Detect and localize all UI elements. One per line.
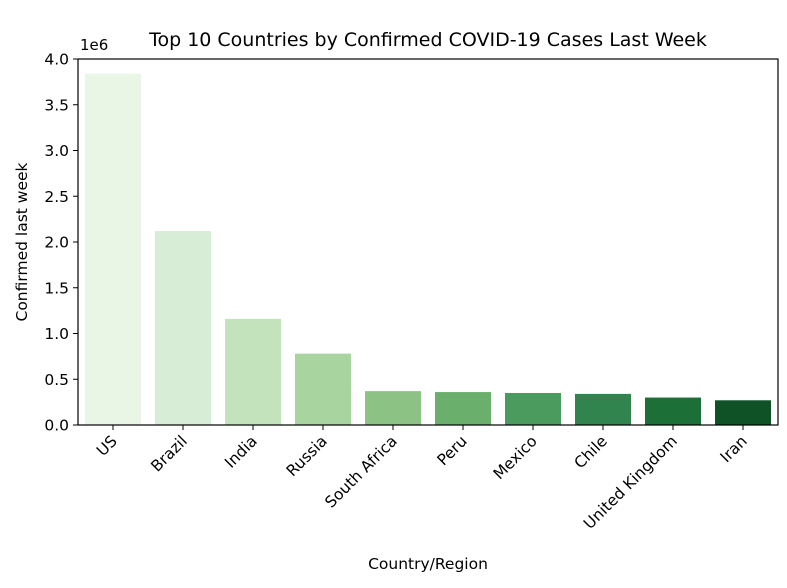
y-tick-label: 4.0 [44, 51, 69, 69]
bar-india [225, 318, 281, 425]
x-tick-label: Mexico [490, 432, 541, 483]
bar-iran [715, 400, 771, 425]
x-tick-label: India [221, 432, 261, 472]
y-axis-label: Confirmed last week [13, 162, 31, 321]
plot-frame [77, 58, 779, 426]
x-tick-label: US [93, 432, 121, 460]
y-tick-label: 2.0 [44, 234, 69, 252]
bar-south-africa [365, 391, 421, 425]
bar-brazil [155, 231, 211, 425]
y-offset-label: 1e6 [80, 36, 108, 54]
chart-title: Top 10 Countries by Confirmed COVID-19 C… [148, 29, 707, 51]
x-tick-label: Russia [283, 432, 331, 480]
x-tick-label: Chile [571, 432, 611, 472]
y-tick-label: 3.0 [44, 142, 69, 160]
y-axis: 0.0 0.5 1.0 1.5 2.0 2.5 3.0 3.5 4.0 [44, 51, 78, 435]
y-tick-label: 1.5 [44, 279, 69, 297]
bar-us [85, 73, 141, 425]
y-tick-label: 0.5 [44, 371, 69, 389]
x-tick-label: Peru [434, 432, 471, 469]
x-tick-label: Brazil [148, 432, 191, 475]
x-tick-label: South Africa [321, 432, 400, 511]
bar-united-kingdom [645, 397, 701, 425]
bars-group [85, 73, 771, 425]
x-axis-label: Country/Region [368, 555, 488, 573]
y-tick-label: 0.0 [44, 417, 69, 435]
y-tick-label: 3.5 [44, 96, 69, 114]
y-tick-label: 1.0 [44, 325, 69, 343]
x-tick-label: Iran [717, 432, 751, 466]
bar-peru [435, 392, 491, 425]
bar-russia [295, 353, 351, 425]
bar-mexico [505, 392, 561, 425]
bar-chile [575, 393, 631, 425]
y-tick-label: 2.5 [44, 188, 69, 206]
